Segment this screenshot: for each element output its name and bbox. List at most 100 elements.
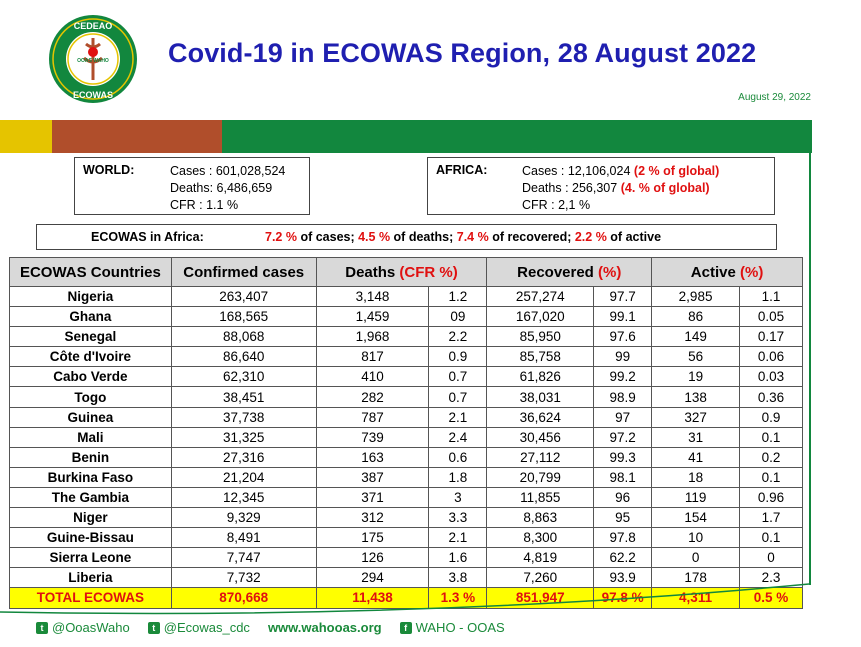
cell-act_pct: 0 <box>739 547 803 569</box>
cell-active: 41 <box>651 446 741 468</box>
cell-act_pct: 1.7 <box>739 507 803 529</box>
table-row: Niger 9,329 312 3.3 8,863 95 154 1.7 <box>9 507 803 529</box>
cell-country: Côte d'Ivoire <box>9 346 172 368</box>
cell-confirmed: 8,491 <box>170 527 317 549</box>
cell-active: 19 <box>651 366 741 388</box>
cell-act_pct: 0.17 <box>739 326 803 348</box>
cell-confirmed: 7,747 <box>170 547 317 569</box>
cell-recovered: 8,863 <box>486 507 595 529</box>
table-row: Togo 38,451 282 0.7 38,031 98.9 138 0.36 <box>9 386 803 408</box>
facebook-icon: f <box>399 621 412 634</box>
world-cfr: CFR : 1.1 % <box>170 198 239 212</box>
cell-confirmed: 88,068 <box>170 326 317 348</box>
world-deaths: Deaths: 6,486,659 <box>170 181 273 195</box>
cell-rec_pct: 95 <box>593 507 653 529</box>
cell-recovered: 20,799 <box>486 466 595 488</box>
cell-cfr: 1.6 <box>428 547 488 569</box>
cell-act_pct: 0.9 <box>739 406 803 428</box>
logo-top-text: CEDEAO <box>74 21 113 31</box>
cell-act_pct: 0.2 <box>739 446 803 468</box>
footer-website[interactable]: www.wahooas.org <box>267 620 382 635</box>
cell-rec_pct: 99.3 <box>593 446 653 468</box>
table-row: Ghana 168,565 1,459 09 167,020 99.1 86 0.05 <box>9 306 803 328</box>
cell-rec_pct: 97.6 <box>593 326 653 348</box>
cell-confirmed: 12,345 <box>170 486 317 509</box>
table-row: Sierra Leone 7,747 126 1.6 4,819 62.2 0 0 <box>9 547 803 569</box>
cell-country: Nigeria <box>9 285 172 308</box>
footer-facebook[interactable]: f WAHO - OOAS <box>399 620 505 635</box>
cell-rec_pct: 97 <box>593 406 653 428</box>
cell-active: 0 <box>651 547 741 569</box>
ecowas-recovered-pct: 7.4 % <box>456 230 489 244</box>
cell-recovered: 85,950 <box>486 326 595 348</box>
table-row: Guine-Bissau 8,491 175 2.1 8,300 97.8 10 0.1 <box>9 527 803 549</box>
cell-rec_pct: 99 <box>593 346 653 368</box>
cell-rec_pct: 97.2 <box>593 426 653 448</box>
ecowas-deaths-txt: of deaths; <box>390 230 457 244</box>
cell-country: Mali <box>9 426 172 448</box>
ecowas-cases-pct: 7.2 % <box>265 230 297 244</box>
footer-twitter-waho[interactable]: t @OoasWaho <box>36 620 130 635</box>
cell-country: Sierra Leone <box>9 547 172 569</box>
cell-confirmed: 37,738 <box>170 406 317 428</box>
cell-deaths: 163 <box>315 446 430 468</box>
cell-act_pct: 0.05 <box>739 306 803 328</box>
africa-summary-box: AFRICA: Cases : 12,106,024 (2 % of globa… <box>427 157 775 215</box>
cell-cfr: 09 <box>428 306 488 328</box>
cell-active: 2,985 <box>651 285 741 308</box>
cell-rec_pct: 96 <box>593 486 653 509</box>
cell-active: 56 <box>651 346 741 368</box>
cell-rec_pct: 98.1 <box>593 466 653 488</box>
ecowas-in-africa-stats: 7.2 % of cases; 4.5 % of deaths; 7.4 % o… <box>265 230 661 244</box>
table-row: Burkina Faso 21,204 387 1.8 20,799 98.1 18 0.1 <box>9 466 803 488</box>
table-row: Senegal 88,068 1,968 2.2 85,950 97.6 149 0.17 <box>9 326 803 348</box>
africa-deaths-pct: (4. % of global) <box>620 181 710 195</box>
cell-deaths: 1,968 <box>315 326 430 348</box>
footer-twitter-ecowas[interactable]: t @Ecowas_cdc <box>147 620 250 635</box>
cell-country: Burkina Faso <box>9 466 172 488</box>
africa-deaths: Deaths : 256,307 <box>522 181 618 195</box>
cell-deaths: 175 <box>315 527 430 549</box>
cell-confirmed: 9,329 <box>170 507 317 529</box>
band-brown <box>52 120 222 153</box>
cell-country: Guinea <box>9 406 172 428</box>
africa-cfr: CFR : 2,1 % <box>522 198 591 212</box>
ecowas-active-pct: 2.2 % <box>574 230 607 244</box>
cell-cfr: 0.6 <box>428 446 488 468</box>
cell-deaths: 787 <box>315 406 430 428</box>
cell-country: Ghana <box>9 306 172 328</box>
ecowas-in-africa-label: ECOWAS in Africa: <box>91 230 204 244</box>
world-label: WORLD: <box>83 163 135 177</box>
ecowas-in-africa-box: ECOWAS in Africa: 7.2 % of cases; 4.5 % … <box>36 224 777 250</box>
cell-rec_pct: 99.2 <box>593 366 653 388</box>
table-row: Nigeria 263,407 3,148 1.2 257,274 97.7 2,985 1.… <box>9 285 803 308</box>
cell-deaths: 371 <box>315 486 430 509</box>
cell-recovered: 61,826 <box>486 366 595 388</box>
band-green <box>222 120 812 153</box>
table-row: Liberia 7,732 294 3.8 7,260 93.9 178 2.3 <box>9 567 803 589</box>
cell-confirmed: 62,310 <box>170 366 317 388</box>
page-title: Covid-19 in ECOWAS Region, 28 August 202… <box>168 38 757 68</box>
cell-rec_pct: 99.1 <box>593 306 653 328</box>
cell-act_pct: 0.06 <box>739 346 803 368</box>
cell-country: Benin <box>9 446 172 468</box>
cell-confirmed: 27,316 <box>170 446 317 468</box>
cell-recovered: 167,020 <box>486 306 595 328</box>
total-row: TOTAL ECOWAS 870,668 11,438 1.3 % 851,947 97.… <box>9 587 803 609</box>
cell-cfr: 2.1 <box>428 527 488 549</box>
cell-confirmed: 168,565 <box>170 306 317 328</box>
table-row: Mali 31,325 739 2.4 30,456 97.2 31 0.1 <box>9 426 803 448</box>
cell-recovered: 36,624 <box>486 406 595 428</box>
cell-confirmed: 263,407 <box>170 285 317 308</box>
ecowas-recovered-txt: of recovered; <box>488 230 575 244</box>
cell-country: Liberia <box>9 567 172 589</box>
cell-cfr: 0.9 <box>428 346 488 368</box>
cell-recovered: 11,855 <box>486 486 595 509</box>
cell-act_pct: 0.36 <box>739 386 803 408</box>
table-row: Cabo Verde 62,310 410 0.7 61,826 99.2 19 0.03 <box>9 366 803 388</box>
cell-active: 138 <box>651 386 741 408</box>
header-country: ECOWAS Countries <box>9 257 172 287</box>
cell-rec_pct: 97.8 % <box>593 587 653 609</box>
table-row: Guinea 37,738 787 2.1 36,624 97 327 0.9 <box>9 406 803 428</box>
